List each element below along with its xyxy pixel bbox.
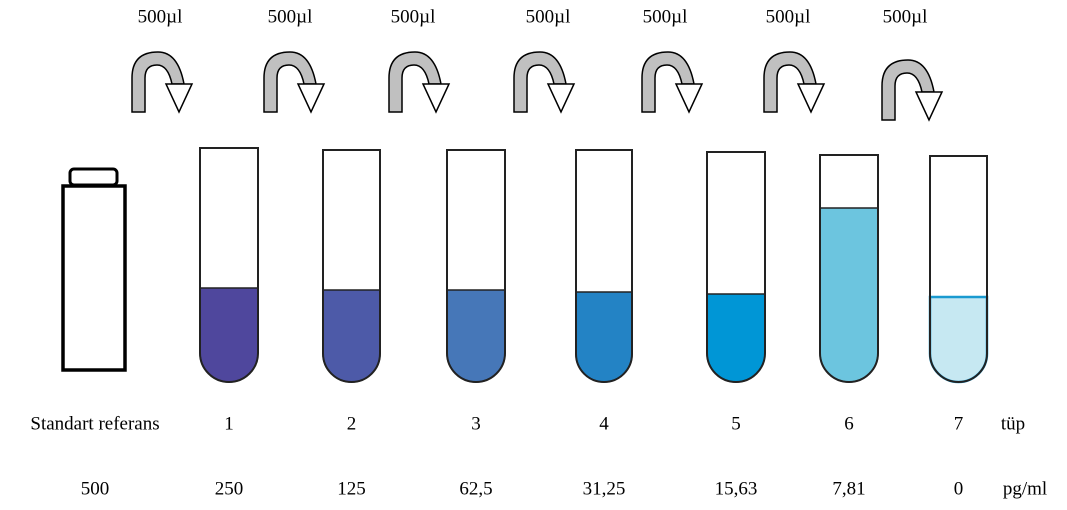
arrow-head <box>423 84 449 112</box>
tube <box>323 150 380 382</box>
tube-number: 2 <box>347 413 357 434</box>
arrow-head <box>916 92 942 120</box>
arrow-head <box>298 84 324 112</box>
concentration-unit: pg/ml <box>1003 478 1047 499</box>
transfer-arrow <box>642 52 702 112</box>
tube-number: 4 <box>599 413 609 434</box>
tube-liquid <box>930 297 987 382</box>
transfer-label: 500µl <box>138 6 183 27</box>
tube-liquid <box>323 290 380 382</box>
reference-concentration: 500 <box>81 478 110 499</box>
transfer-arrow <box>764 52 824 112</box>
transfer-arrow <box>132 52 192 112</box>
tube-number: 5 <box>731 413 741 434</box>
transfer-label: 500µl <box>391 6 436 27</box>
tube-concentration: 250 <box>215 478 244 499</box>
tube <box>930 156 987 382</box>
transfer-label: 500µl <box>268 6 313 27</box>
tube-liquid <box>200 288 258 382</box>
tube-number: 1 <box>224 413 234 434</box>
transfer-arrow <box>514 52 574 112</box>
tube-concentration: 62,5 <box>459 478 492 499</box>
tube <box>707 152 765 382</box>
tube <box>576 150 632 382</box>
tube <box>200 148 258 382</box>
tube-concentration: 7,81 <box>832 478 865 499</box>
tube <box>447 150 505 382</box>
tube-concentration: 125 <box>337 478 366 499</box>
transfer-label: 500µl <box>766 6 811 27</box>
arrow-head <box>676 84 702 112</box>
transfer-label: 500µl <box>526 6 571 27</box>
tube-concentration: 31,25 <box>583 478 626 499</box>
transfer-arrow <box>264 52 324 112</box>
transfer-arrow <box>389 52 449 112</box>
transfer-label: 500µl <box>643 6 688 27</box>
dilution-diagram: Standart referans 500 tüp pg/ml 500µl 500… <box>0 0 1067 510</box>
arrow-head <box>548 84 574 112</box>
tube-number: 6 <box>844 413 854 434</box>
tube-concentration: 0 <box>954 478 964 499</box>
transfer-label: 500µl <box>883 6 928 27</box>
tube <box>820 155 878 382</box>
tube-liquid <box>820 208 878 382</box>
tube-liquid <box>576 292 632 382</box>
arrow-head <box>166 84 192 112</box>
transfer-arrow <box>882 60 942 120</box>
reference-bottle <box>63 169 125 370</box>
tube-number: 3 <box>471 413 481 434</box>
tube-number: 7 <box>954 413 964 434</box>
tube-unit: tüp <box>1001 413 1025 434</box>
tube-liquid <box>707 294 765 382</box>
tube-liquid <box>447 290 505 382</box>
tube-concentration: 15,63 <box>715 478 758 499</box>
arrow-head <box>798 84 824 112</box>
reference-label: Standart referans <box>30 413 159 434</box>
